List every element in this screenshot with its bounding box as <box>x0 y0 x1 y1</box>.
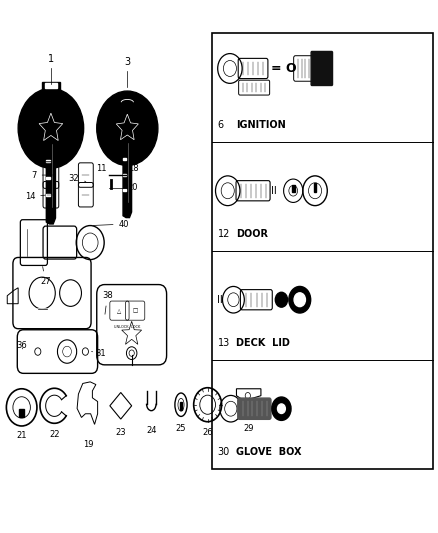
Text: = O: = O <box>271 62 296 75</box>
Polygon shape <box>46 177 49 179</box>
Text: 38: 38 <box>102 292 113 314</box>
Text: 27: 27 <box>40 266 51 286</box>
Text: 11: 11 <box>96 165 107 173</box>
Polygon shape <box>46 193 49 196</box>
Text: 24: 24 <box>146 426 156 435</box>
Text: 19: 19 <box>83 440 93 449</box>
Text: 30: 30 <box>218 447 230 457</box>
Polygon shape <box>123 140 131 217</box>
Text: 7: 7 <box>31 171 48 180</box>
Text: 29: 29 <box>244 424 254 433</box>
Text: DOOR: DOOR <box>237 229 268 239</box>
Text: 6: 6 <box>218 120 224 130</box>
Text: 23: 23 <box>116 428 126 437</box>
Text: △: △ <box>117 308 122 313</box>
Text: 32: 32 <box>68 174 86 183</box>
Text: 36: 36 <box>16 341 27 350</box>
Bar <box>212 33 433 469</box>
FancyBboxPatch shape <box>311 52 332 85</box>
Circle shape <box>272 397 291 421</box>
Text: 20: 20 <box>128 183 138 192</box>
Text: 26: 26 <box>202 428 213 437</box>
Polygon shape <box>292 185 294 192</box>
Text: 3: 3 <box>124 57 131 67</box>
Text: 40: 40 <box>93 220 129 229</box>
Text: 1: 1 <box>48 54 54 64</box>
Polygon shape <box>123 174 126 175</box>
Polygon shape <box>38 309 46 324</box>
Circle shape <box>97 91 158 165</box>
Text: UNLOCK  LOCK: UNLOCK LOCK <box>114 325 141 328</box>
Polygon shape <box>46 140 56 224</box>
Text: 31: 31 <box>92 349 106 358</box>
Polygon shape <box>46 160 49 162</box>
Text: □: □ <box>133 308 138 313</box>
Text: IGNITION: IGNITION <box>237 120 286 130</box>
FancyBboxPatch shape <box>238 398 271 419</box>
Circle shape <box>276 292 288 307</box>
Polygon shape <box>314 183 316 192</box>
Circle shape <box>278 404 286 414</box>
Polygon shape <box>19 409 24 417</box>
Text: DECK  LID: DECK LID <box>237 338 290 348</box>
Polygon shape <box>123 189 126 191</box>
Text: 22: 22 <box>49 430 60 439</box>
Polygon shape <box>180 402 182 410</box>
Circle shape <box>289 286 311 313</box>
Text: 13: 13 <box>218 338 230 348</box>
Polygon shape <box>123 158 126 160</box>
Text: II: II <box>271 185 276 196</box>
Text: 21: 21 <box>16 431 27 440</box>
Bar <box>45 83 57 87</box>
Text: 25: 25 <box>176 424 186 433</box>
Text: 14: 14 <box>25 192 48 201</box>
Circle shape <box>18 88 84 168</box>
Text: GLOVE  BOX: GLOVE BOX <box>237 447 302 457</box>
Text: 12: 12 <box>218 229 230 239</box>
Text: II: II <box>217 295 223 305</box>
Bar <box>42 82 60 91</box>
Text: 18: 18 <box>128 165 138 173</box>
Circle shape <box>294 293 305 306</box>
